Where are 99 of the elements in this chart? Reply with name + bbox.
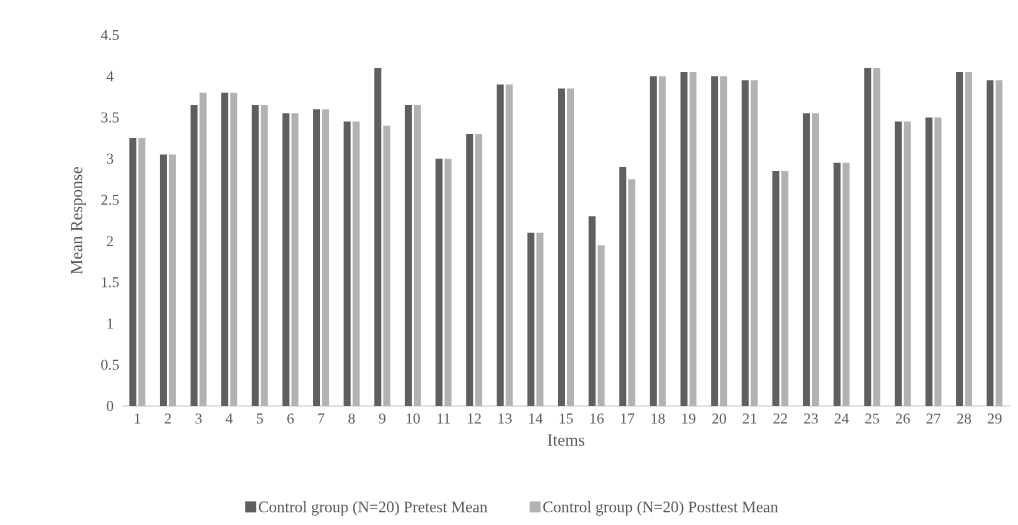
x-tick-label: 5 [256,413,263,424]
bar [496,84,504,406]
x-tick-label: 27 [926,413,941,424]
bar [505,84,513,406]
x-tick-label: 29 [987,413,1002,424]
bar [260,105,268,406]
bar [435,158,443,406]
bar [628,179,636,406]
bar [567,88,574,406]
x-tick-label: 17 [621,413,635,424]
x-tick-label: 20 [712,413,727,424]
x-tick-label: 26 [895,413,910,424]
bar [894,121,902,406]
bar [230,92,238,406]
x-tick-label: 28 [957,413,971,424]
bar [873,67,881,406]
bar [802,113,810,406]
bar [965,72,973,406]
bar [251,105,259,406]
bar [159,154,167,406]
x-tick-label: 16 [590,413,604,424]
bar [750,80,758,406]
bar [741,80,749,406]
x-tick-label: 15 [559,413,573,424]
bar [772,171,780,406]
bar [322,109,330,406]
x-tick-label: 19 [682,413,696,424]
x-tick-label: 13 [498,413,512,424]
bar [527,232,535,406]
bar [190,105,198,406]
x-tick-label: 25 [865,413,880,424]
bar [925,117,933,406]
x-tick-label: 2 [164,413,171,424]
bar [444,158,452,406]
bar [413,105,421,406]
bar [781,171,789,406]
x-tick-label: 7 [318,413,325,424]
x-tick-label: 4 [225,413,233,424]
x-tick-label: 8 [348,413,355,424]
bar [658,76,666,406]
y-tick-label: 2 [106,236,113,247]
bar [956,72,964,406]
bar [352,121,360,406]
bar [680,72,688,406]
x-tick-label: 10 [406,413,420,424]
y-tick-label: 0 [106,400,114,412]
bar [619,166,627,406]
y-tick-label: 4.5 [100,29,119,41]
bar [711,76,719,406]
bar [649,76,657,406]
bar [138,138,146,406]
bar [168,154,176,406]
x-tick-label: 3 [195,413,202,424]
bar [864,67,872,406]
x-tick-label: 6 [287,413,294,424]
bar [597,245,605,406]
bar [720,76,728,406]
legend-label: Control group (N=20) Posttest Mean [543,501,779,516]
bar [558,88,565,406]
x-tick-label: 14 [529,413,543,424]
bar [466,133,474,406]
x-tick-label: 12 [467,413,481,424]
bar [588,216,596,406]
bar [811,113,819,406]
bar [199,92,207,406]
bar [404,105,412,406]
y-tick-label: 1.5 [101,277,119,288]
bar [475,133,483,406]
x-tick-label: 22 [773,413,788,424]
y-tick-label: 3.5 [101,112,119,123]
x-tick-label: 9 [379,413,386,424]
y-tick-label: 2.5 [101,194,119,205]
bar [221,92,229,406]
y-tick-label: 0.5 [101,359,119,370]
x-axis-title: Items [547,434,585,446]
bar [903,121,911,406]
bar [833,162,841,406]
x-tick-label: 1 [134,413,141,424]
legend-label: Control group (N=20) Pretest Mean [258,501,488,516]
y-tick-label: 4 [106,71,114,82]
bar [934,117,942,406]
bar [536,232,544,406]
x-tick-label: 24 [834,413,849,424]
x-tick-label: 23 [804,413,818,424]
bar [129,138,137,406]
bar [343,121,351,406]
x-tick-label: 21 [742,413,757,424]
bar [282,113,290,406]
y-tick-label: 3 [106,153,114,164]
y-axis-title: Mean Response [71,167,86,275]
x-tick-label: 11 [437,413,450,424]
y-tick-label: 1 [107,318,113,329]
bar [689,72,697,406]
x-tick-label: 18 [651,413,665,424]
bar [313,109,321,406]
bar [383,125,391,406]
bar [291,113,299,406]
bar [842,162,850,406]
bar [374,67,382,406]
